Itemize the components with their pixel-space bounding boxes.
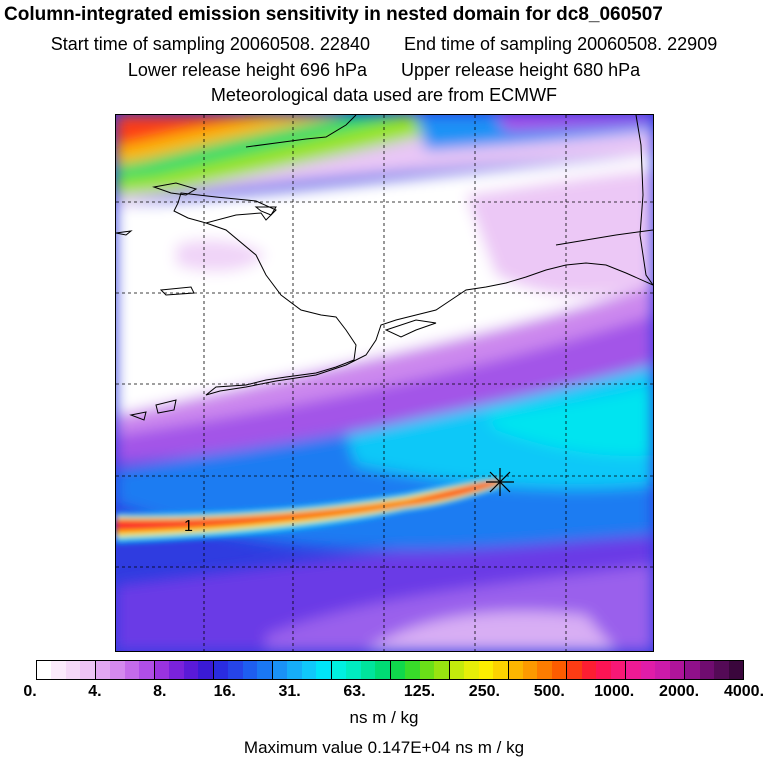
colorbar-swatch	[360, 661, 376, 679]
release-label: 1	[184, 518, 193, 535]
colorbar-swatch	[449, 661, 465, 679]
colorbar-swatch	[242, 661, 258, 679]
colorbar-swatch	[390, 661, 406, 679]
colorbar-swatch	[581, 661, 597, 679]
colorbar	[36, 660, 744, 680]
colorbar-swatch	[316, 661, 332, 679]
colorbar-swatch	[699, 661, 715, 679]
met-data-source: Meteorological data used are from ECMWF	[210, 85, 558, 105]
colorbar-swatch	[95, 661, 111, 679]
release-point-marker	[486, 468, 514, 496]
colorbar-tick-label: 8.	[153, 683, 167, 700]
colorbar-swatch	[434, 661, 450, 679]
colorbar-swatch	[346, 661, 361, 679]
plot-title: Column-integrated emission sensitivity i…	[4, 4, 663, 25]
colorbar-tick-label: 2000.	[659, 683, 700, 700]
colorbar-swatch	[169, 661, 184, 679]
colorbar-swatch	[257, 661, 273, 679]
colorbar-swatch	[301, 661, 317, 679]
colorbar-swatch	[669, 661, 686, 679]
colorbar-swatch	[728, 661, 744, 679]
colorbar-tick-label: 4.	[88, 683, 102, 700]
colorbar-swatch	[596, 661, 611, 679]
sensitivity-map: 1	[115, 114, 654, 652]
colorbar-swatch	[685, 661, 700, 679]
colorbar-swatch	[183, 661, 199, 679]
colorbar-tick-label: 500.	[533, 683, 565, 700]
colorbar-swatch	[493, 661, 509, 679]
colorbar-swatch	[537, 661, 552, 679]
colorbar-swatch	[626, 661, 641, 679]
colorbar-swatch	[478, 661, 494, 679]
colorbar-swatch	[110, 661, 125, 679]
colorbar-swatch	[464, 661, 479, 679]
colorbar-tick-label: 4000.	[723, 683, 765, 700]
colorbar-tick-label: 0.	[23, 683, 37, 700]
sampling-times: Start time of sampling 20060508. 22840 En…	[0, 34, 768, 55]
colorbar-swatch	[419, 661, 435, 679]
colorbar-swatch	[37, 661, 52, 679]
release-heights: Lower release height 696 hPa Upper releas…	[0, 60, 768, 81]
colorbar-swatch	[405, 661, 420, 679]
colorbar-swatch	[551, 661, 568, 679]
colorbar-swatch	[567, 661, 582, 679]
colorbar-swatch	[154, 661, 170, 679]
colorbar-swatch	[508, 661, 523, 679]
colorbar-swatch	[375, 661, 391, 679]
colorbar-swatch	[331, 661, 347, 679]
colorbar-swatch	[655, 661, 670, 679]
colorbar-unit: ns m / kg	[349, 708, 419, 727]
colorbar-swatch	[522, 661, 538, 679]
colorbar-tick-label: 1000.	[594, 683, 635, 700]
colorbar-swatch	[610, 661, 627, 679]
colorbar-swatch	[80, 661, 96, 679]
colorbar-swatch	[139, 661, 155, 679]
colorbar-swatch	[640, 661, 656, 679]
end-time: End time of sampling 20060508. 22909	[403, 34, 718, 54]
colorbar-tick-label: 125.	[403, 683, 436, 700]
colorbar-tick-label: 31.	[278, 683, 301, 700]
colorbar-swatch	[272, 661, 288, 679]
colorbar-swatch	[65, 661, 81, 679]
colorbar-swatch	[51, 661, 66, 679]
upper-release-height: Upper release height 680 hPa	[401, 60, 641, 80]
colorbar-swatch	[228, 661, 243, 679]
maximum-value: Maximum value 0.147E+04 ns m / kg	[243, 738, 525, 757]
colorbar-swatch	[714, 661, 729, 679]
colorbar-tick-label: 16.	[213, 683, 236, 700]
colorbar-swatch	[287, 661, 302, 679]
colorbar-tick-label: 63.	[343, 683, 366, 700]
start-time: Start time of sampling 20060508. 22840	[50, 34, 370, 54]
colorbar-tick-label: 250.	[468, 683, 500, 700]
colorbar-swatch	[198, 661, 214, 679]
colorbar-swatch	[213, 661, 229, 679]
lower-release-height: Lower release height 696 hPa	[127, 60, 367, 80]
colorbar-swatch	[124, 661, 140, 679]
